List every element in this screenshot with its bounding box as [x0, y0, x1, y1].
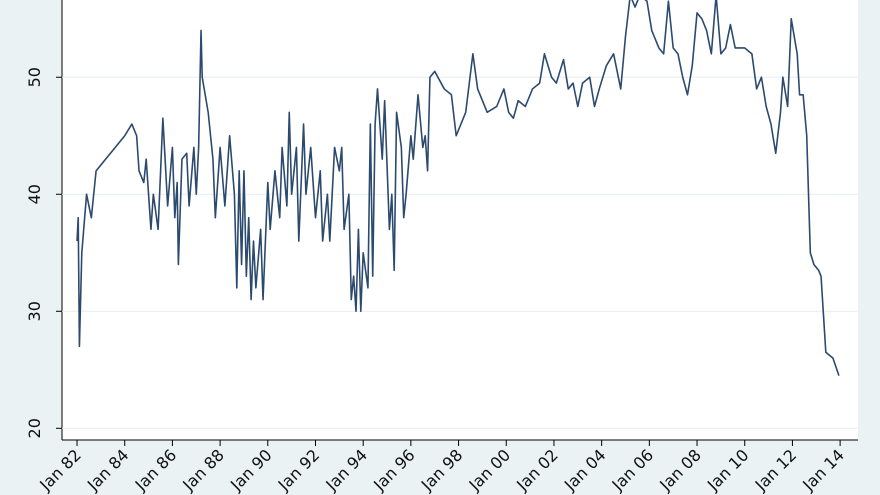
- y-tick-label: 20: [25, 418, 44, 438]
- x-tick-label: Jan 88: [178, 445, 228, 495]
- x-tick-label: Jan 82: [35, 445, 85, 495]
- y-tick-label: 30: [25, 301, 44, 321]
- x-tick-label: Jan 86: [131, 445, 181, 495]
- y-tick-label: 50: [25, 67, 44, 87]
- x-tick-label: Jan 10: [703, 445, 753, 495]
- x-tick-label: Jan 06: [608, 445, 658, 495]
- x-tick-label: Jan 12: [751, 445, 801, 495]
- x-tick-label: Jan 14: [798, 445, 848, 495]
- data-line: [76, 0, 840, 376]
- x-tick-label: Jan 90: [226, 445, 276, 495]
- x-tick-label: Jan 98: [417, 445, 467, 495]
- x-tick-label: Jan 94: [321, 445, 371, 495]
- plot-area: [62, 0, 858, 440]
- x-tick-label: Jan 04: [560, 445, 610, 495]
- x-tick-label: Jan 96: [369, 445, 419, 495]
- x-tick-label: Jan 02: [512, 445, 562, 495]
- x-tick-label: Jan 92: [274, 445, 324, 495]
- x-tick-label: Jan 00: [465, 445, 515, 495]
- x-tick-label: Jan 08: [655, 445, 705, 495]
- y-tick-label: 40: [25, 184, 44, 204]
- x-tick-label: Jan 84: [83, 445, 133, 495]
